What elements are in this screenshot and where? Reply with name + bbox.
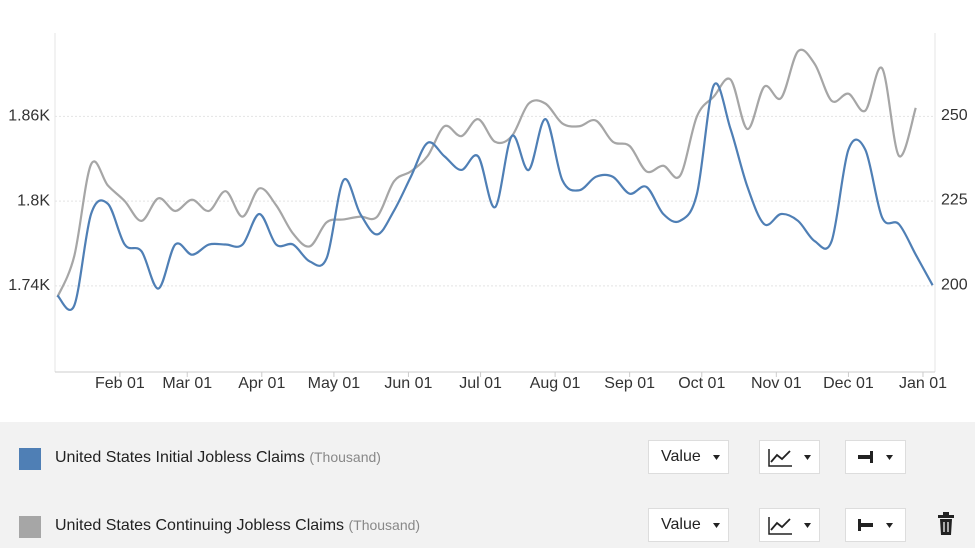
chart: 1.74K 1.8K 1.86K 200 225 250 Feb 01 Mar 01 Apr 0… <box>8 33 968 392</box>
selector-label: Value <box>661 448 701 465</box>
y2-tick-label: 250 <box>941 107 968 124</box>
x-tick-label: May 01 <box>308 375 361 392</box>
legend-row: United States Initial Jobless Claims (Th… <box>0 430 975 486</box>
legend-entry: United States Initial Jobless Claims (Th… <box>55 449 381 467</box>
series-unit: (Thousand) <box>348 517 421 533</box>
legend-entry: United States Continuing Jobless Claims … <box>55 517 420 535</box>
icon <box>858 519 873 531</box>
chart-type-button[interactable] <box>759 440 820 474</box>
legend-swatch <box>19 448 41 470</box>
x-tick-label: Jul 01 <box>459 375 502 392</box>
value-selector[interactable]: Value <box>648 440 729 474</box>
legend-swatch <box>19 516 41 538</box>
y-tick-label: 1.8K <box>17 192 50 209</box>
icon <box>768 517 792 535</box>
axis-button[interactable] <box>845 440 906 474</box>
icon <box>858 451 873 463</box>
caret <box>713 523 720 528</box>
delete-button[interactable] <box>936 512 956 536</box>
chart-type-button[interactable] <box>759 508 820 542</box>
legend-row: United States Continuing Jobless Claims … <box>0 498 975 554</box>
x-tick-label: Oct 01 <box>678 375 725 392</box>
legend-panel: United States Initial Jobless Claims (Th… <box>0 422 975 548</box>
y2-tick-label: 225 <box>941 192 968 209</box>
x-tick-label: Sep 01 <box>604 375 655 392</box>
y2-tick-label: 200 <box>941 276 968 293</box>
x-tick-label: Aug 01 <box>530 375 581 392</box>
caret <box>804 455 811 460</box>
selector-label: Value <box>661 516 701 533</box>
x-tick-label: Mar 01 <box>162 375 212 392</box>
y-tick-label: 1.74K <box>8 277 50 294</box>
x-tick-label: Nov 01 <box>751 375 802 392</box>
x-tick-label: Jun 01 <box>384 375 432 392</box>
x-tick-label: Apr 01 <box>238 375 285 392</box>
series-line <box>56 48 917 298</box>
caret <box>804 523 811 528</box>
series-name: United States Initial Jobless Claims <box>55 449 305 466</box>
x-tick-label: Feb 01 <box>95 375 145 392</box>
caret <box>886 523 893 528</box>
axis-button[interactable] <box>845 508 906 542</box>
caret <box>713 455 720 460</box>
x-tick-label: Jan 01 <box>899 375 947 392</box>
series-line <box>56 82 934 312</box>
caret <box>886 455 893 460</box>
icon <box>768 449 792 467</box>
series-unit: (Thousand) <box>309 449 381 465</box>
x-tick-label: Dec 01 <box>823 375 874 392</box>
value-selector[interactable]: Value <box>648 508 729 542</box>
y-tick-label: 1.86K <box>8 108 50 125</box>
series-name: United States Continuing Jobless Claims <box>55 517 345 534</box>
